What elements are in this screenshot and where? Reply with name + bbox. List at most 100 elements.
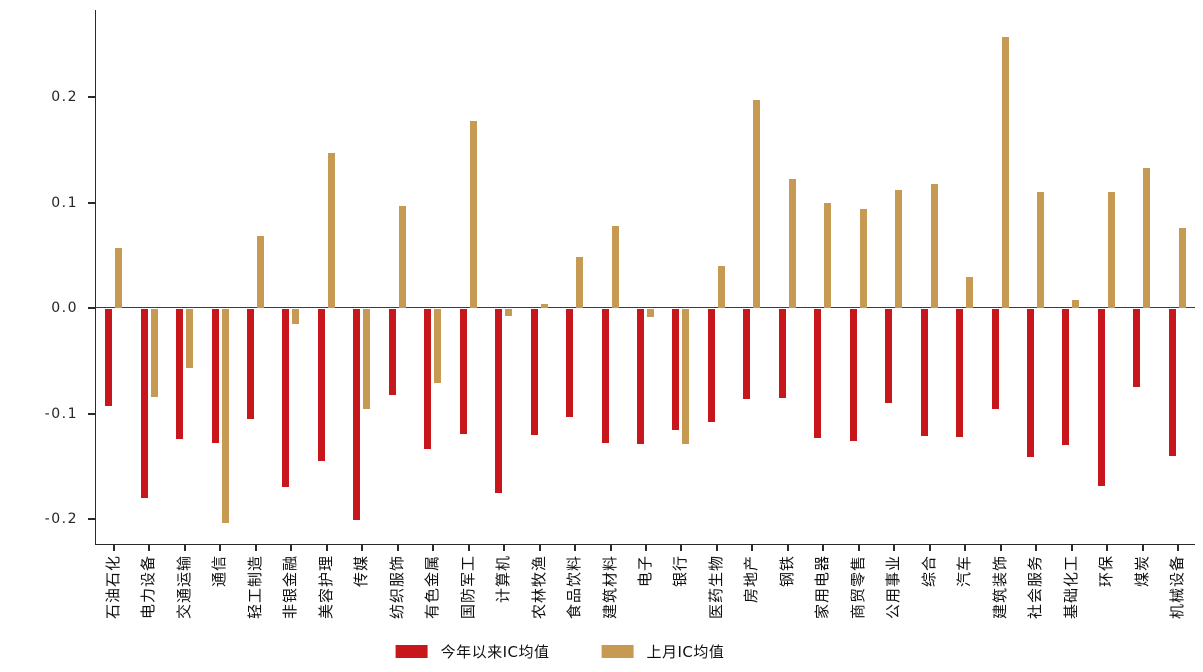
bar-ytd-ic bbox=[849, 309, 857, 441]
bar-last-month-ic bbox=[682, 309, 690, 444]
x-tick-label: 国防军工 bbox=[458, 555, 477, 620]
x-label-cell: 综合 bbox=[911, 555, 946, 637]
bar-last-month-ic bbox=[186, 309, 194, 369]
category-group bbox=[1124, 10, 1159, 544]
x-label-cell: 农林牧渔 bbox=[521, 555, 556, 637]
category-group bbox=[699, 10, 734, 544]
category-group bbox=[96, 10, 131, 544]
x-tick-cell bbox=[379, 545, 414, 552]
x-tick-cell bbox=[414, 545, 449, 552]
bar-ytd-ic bbox=[743, 309, 751, 399]
x-tick-label: 交通运输 bbox=[174, 555, 193, 620]
category-group bbox=[1018, 10, 1053, 544]
x-label-cell: 机械设备 bbox=[1160, 555, 1195, 637]
x-label-cell: 美容护理 bbox=[308, 555, 343, 637]
x-tick bbox=[325, 545, 328, 551]
x-label-cell: 社会服务 bbox=[1018, 555, 1053, 637]
category-group bbox=[380, 10, 415, 544]
y-tick-label: 0.0 bbox=[51, 300, 78, 316]
x-label-cell: 环保 bbox=[1089, 555, 1124, 637]
x-tick bbox=[432, 545, 435, 551]
x-tick-cell bbox=[201, 545, 236, 552]
legend-swatch-last-month-ic bbox=[601, 645, 634, 658]
zero-line bbox=[96, 307, 1195, 308]
x-label-cell: 建筑装饰 bbox=[982, 555, 1017, 637]
bar-ytd-ic bbox=[105, 309, 113, 407]
x-tick-cell bbox=[734, 545, 769, 552]
category-group bbox=[131, 10, 166, 544]
x-tick-cell bbox=[1089, 545, 1124, 552]
bar-ytd-ic bbox=[1062, 309, 1070, 446]
category-group bbox=[841, 10, 876, 544]
x-tick-label: 纺织服饰 bbox=[387, 555, 406, 620]
x-tick-cell bbox=[308, 545, 343, 552]
category-group bbox=[1160, 10, 1195, 544]
bar-last-month-ic bbox=[788, 179, 796, 308]
x-tick bbox=[1035, 545, 1038, 551]
x-label-cell: 钢铁 bbox=[769, 555, 804, 637]
x-tick-label: 电子 bbox=[636, 555, 655, 588]
x-tick bbox=[396, 545, 399, 551]
x-tick-cell bbox=[95, 545, 130, 552]
bar-last-month-ic bbox=[1107, 191, 1115, 308]
bar-last-month-ic bbox=[1143, 167, 1151, 308]
x-tick bbox=[254, 545, 257, 551]
x-tick-cell bbox=[627, 545, 662, 552]
x-tick-cell bbox=[876, 545, 911, 552]
bar-last-month-ic bbox=[363, 309, 371, 410]
legend-label-last-month-ic: 上月IC均值 bbox=[646, 643, 725, 661]
bar-last-month-ic bbox=[966, 277, 974, 308]
bar-last-month-ic bbox=[930, 183, 938, 308]
bar-last-month-ic bbox=[115, 247, 123, 308]
category-group bbox=[947, 10, 982, 544]
x-tick bbox=[1177, 545, 1180, 551]
x-tick-cell bbox=[485, 545, 520, 552]
bar-last-month-ic bbox=[292, 309, 300, 324]
x-label-cell: 电力设备 bbox=[130, 555, 165, 637]
x-label-cell: 石油石化 bbox=[95, 555, 130, 637]
category-group bbox=[876, 10, 911, 544]
x-tick-label: 房地产 bbox=[742, 555, 761, 604]
category-group bbox=[911, 10, 946, 544]
x-tick bbox=[112, 545, 115, 551]
x-label-cell: 纺织服饰 bbox=[379, 555, 414, 637]
x-tick-label: 环保 bbox=[1097, 555, 1116, 588]
bar-last-month-ic bbox=[647, 309, 655, 318]
category-group bbox=[273, 10, 308, 544]
bar-last-month-ic bbox=[469, 121, 477, 308]
x-tick bbox=[1141, 545, 1144, 551]
bar-ytd-ic bbox=[353, 309, 361, 520]
x-label-cell: 有色金属 bbox=[414, 555, 449, 637]
x-tick-cell bbox=[1053, 545, 1088, 552]
x-tick bbox=[290, 545, 293, 551]
x-tick-label: 银行 bbox=[671, 555, 690, 588]
y-tick-label: 0.2 bbox=[51, 89, 78, 105]
bar-last-month-ic bbox=[859, 208, 867, 308]
category-group bbox=[202, 10, 237, 544]
x-tick-cell bbox=[698, 545, 733, 552]
x-tick-cell bbox=[130, 545, 165, 552]
x-label-cell: 食品饮料 bbox=[556, 555, 591, 637]
x-tick-label: 计算机 bbox=[494, 555, 513, 604]
x-label-cell: 传媒 bbox=[343, 555, 378, 637]
x-label-cell: 建筑材料 bbox=[592, 555, 627, 637]
bar-ytd-ic bbox=[176, 309, 184, 439]
y-tick-label: -0.2 bbox=[44, 511, 78, 527]
bar-last-month-ic bbox=[540, 303, 548, 308]
bar-last-month-ic bbox=[576, 257, 584, 308]
x-label-cell: 通信 bbox=[201, 555, 236, 637]
bar-ytd-ic bbox=[530, 309, 538, 435]
bar-ytd-ic bbox=[317, 309, 325, 461]
y-tick bbox=[88, 518, 95, 520]
x-tick bbox=[467, 545, 470, 551]
bar-ytd-ic bbox=[1097, 309, 1105, 487]
bar-ytd-ic bbox=[885, 309, 893, 403]
bar-last-month-ic bbox=[1001, 36, 1009, 308]
category-group bbox=[486, 10, 521, 544]
x-tick bbox=[857, 545, 860, 551]
x-tick bbox=[361, 545, 364, 551]
x-tick bbox=[680, 545, 683, 551]
bar-ytd-ic bbox=[956, 309, 964, 437]
category-group bbox=[415, 10, 450, 544]
